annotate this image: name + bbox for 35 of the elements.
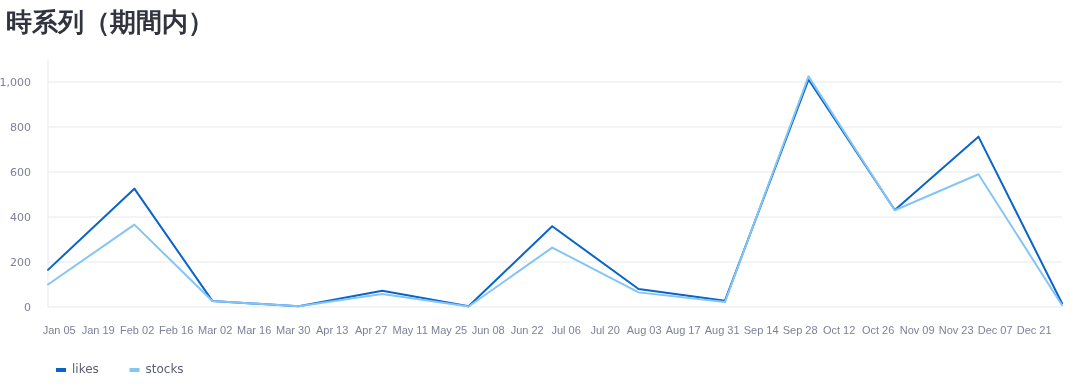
x-tick-label: Aug 31 [704,324,740,336]
x-tick-label: Oct 26 [861,324,895,336]
x-tick-label: Jul 20 [590,324,620,336]
x-tick-label: May 25 [431,324,468,336]
y-tick-label: 400 [10,211,31,224]
x-tick-label: Sep 28 [782,324,818,336]
x-tick-label: Mar 16 [237,324,272,336]
legend-label: stocks [145,362,184,376]
x-tick-label: Feb 16 [159,324,194,336]
x-tick-label: Nov 23 [938,324,974,336]
x-tick-label: Aug 03 [626,324,662,336]
x-tick-label: Dec 07 [977,324,1013,336]
x-tick-label: Jan 05 [42,324,76,336]
x-tick-label: Apr 13 [315,324,349,336]
x-tick-label: Aug 17 [665,324,701,336]
x-tick-label: Jan 19 [81,324,115,336]
x-tick-label: Feb 02 [120,324,155,336]
y-tick-label: 0 [24,301,31,314]
y-tick-label: 200 [10,256,31,269]
chart-title: 時系列（期間内） [6,7,214,37]
x-tick-label: Mar 02 [198,324,233,336]
x-tick-label: Jun 22 [510,324,544,336]
x-tick-label: May 11 [392,324,428,336]
legend-label: likes [72,362,99,376]
x-tick-label: Nov 09 [899,324,935,336]
x-tick-label: Oct 12 [822,324,856,336]
y-tick-label: 800 [10,121,31,134]
x-tick-label: Dec 21 [1016,324,1052,336]
x-tick-label: Jul 06 [551,324,581,336]
y-tick-label: 600 [10,166,31,179]
x-tick-label: Jun 08 [471,324,505,336]
x-tick-label: Sep 14 [743,324,779,336]
y-tick-label: 1,000 [0,76,31,89]
x-tick-label: Mar 30 [276,324,311,336]
x-tick-label: Apr 27 [354,324,388,336]
